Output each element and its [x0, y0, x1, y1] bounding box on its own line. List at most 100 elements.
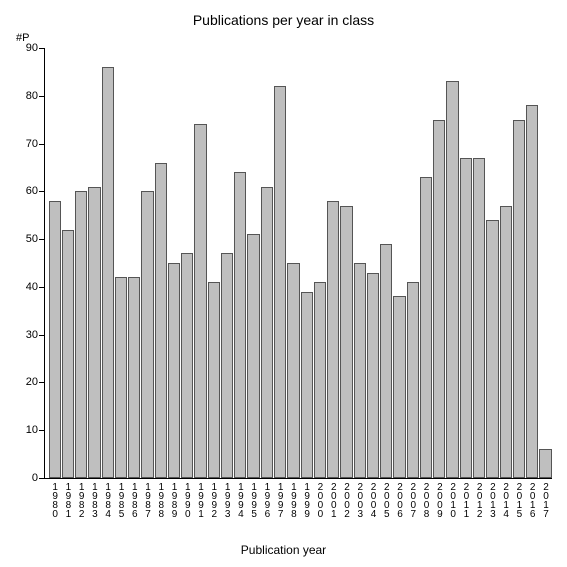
x-tick-label: 2016 [526, 482, 539, 532]
bar [221, 253, 233, 478]
x-tick-label: 1996 [260, 482, 273, 532]
bar [314, 282, 326, 478]
x-tick-label: 1988 [154, 482, 167, 532]
bar [420, 177, 432, 478]
bar [115, 277, 127, 478]
x-tick-label: 2008 [419, 482, 432, 532]
bar [354, 263, 366, 478]
bar [62, 230, 74, 478]
plot-area [44, 48, 552, 479]
bar [327, 201, 339, 478]
x-tick-label: 1993 [220, 482, 233, 532]
bar [486, 220, 498, 478]
bar [168, 263, 180, 478]
y-tick-label: 50 [16, 233, 38, 245]
x-tick-label: 1989 [167, 482, 180, 532]
x-axis-label: Publication year [0, 543, 567, 557]
chart-container: Publications per year in class #P 010203… [0, 0, 567, 567]
x-tick-label: 1982 [75, 482, 88, 532]
x-tick-label: 2007 [406, 482, 419, 532]
y-tick [39, 96, 44, 97]
x-tick-label: 2009 [433, 482, 446, 532]
bar [208, 282, 220, 478]
y-tick-label: 30 [16, 329, 38, 341]
x-tick-label: 1998 [287, 482, 300, 532]
x-tick-label: 1986 [128, 482, 141, 532]
chart-title: Publications per year in class [0, 12, 567, 28]
bar [88, 187, 100, 478]
bar [75, 191, 87, 478]
bar [526, 105, 538, 478]
y-tick [39, 287, 44, 288]
bar [155, 163, 167, 478]
bar [367, 273, 379, 478]
x-tick-label: 2002 [340, 482, 353, 532]
bar [460, 158, 472, 478]
bar [513, 120, 525, 478]
x-tick-label: 2004 [366, 482, 379, 532]
y-tick [39, 144, 44, 145]
y-tick-label: 80 [16, 90, 38, 102]
bar [500, 206, 512, 478]
x-tick-label: 2013 [486, 482, 499, 532]
x-tick-label: 1985 [114, 482, 127, 532]
x-tick-label: 2012 [473, 482, 486, 532]
x-tick-labels: 1980198119821983198419851986198719881989… [44, 482, 552, 532]
bar [340, 206, 352, 478]
x-tick-label: 1981 [61, 482, 74, 532]
y-tick [39, 48, 44, 49]
x-tick-label: 1999 [300, 482, 313, 532]
y-tick [39, 191, 44, 192]
bar [141, 191, 153, 478]
x-tick-label: 2003 [353, 482, 366, 532]
x-tick-label: 2017 [539, 482, 552, 532]
y-tick-label: 40 [16, 281, 38, 293]
x-tick-label: 1984 [101, 482, 114, 532]
x-tick-label: 1992 [207, 482, 220, 532]
bar [261, 187, 273, 478]
bar [247, 234, 259, 478]
x-tick-label: 1987 [141, 482, 154, 532]
y-tick-label: 60 [16, 185, 38, 197]
y-tick-label: 70 [16, 138, 38, 150]
y-tick [39, 430, 44, 431]
x-tick-label: 2006 [393, 482, 406, 532]
x-tick-label: 1991 [194, 482, 207, 532]
x-tick-label: 1990 [181, 482, 194, 532]
y-tick-label: 90 [16, 42, 38, 54]
x-tick-label: 1997 [274, 482, 287, 532]
bars-group [44, 48, 552, 478]
bar [380, 244, 392, 478]
bar [49, 201, 61, 478]
x-tick-label: 1994 [234, 482, 247, 532]
x-tick-label: 2015 [512, 482, 525, 532]
bar [539, 449, 551, 478]
bar [446, 81, 458, 478]
y-tick-label: 10 [16, 424, 38, 436]
bar [407, 282, 419, 478]
bar [393, 296, 405, 478]
y-tick-label: 0 [16, 472, 38, 484]
y-tick-label: 20 [16, 376, 38, 388]
bar [181, 253, 193, 478]
x-tick-label: 2010 [446, 482, 459, 532]
bar [473, 158, 485, 478]
x-tick-label: 1980 [48, 482, 61, 532]
y-tick [39, 239, 44, 240]
bar [287, 263, 299, 478]
bar [194, 124, 206, 478]
bar [234, 172, 246, 478]
x-tick-label: 2000 [313, 482, 326, 532]
x-tick-label: 2001 [327, 482, 340, 532]
x-tick-label: 1983 [88, 482, 101, 532]
bar [274, 86, 286, 478]
x-tick-label: 2014 [499, 482, 512, 532]
y-tick [39, 335, 44, 336]
bar [301, 292, 313, 478]
x-tick-label: 2011 [459, 482, 472, 532]
x-tick-label: 2005 [380, 482, 393, 532]
bar [433, 120, 445, 478]
y-tick [39, 478, 44, 479]
bar [102, 67, 114, 478]
x-tick-label: 1995 [247, 482, 260, 532]
